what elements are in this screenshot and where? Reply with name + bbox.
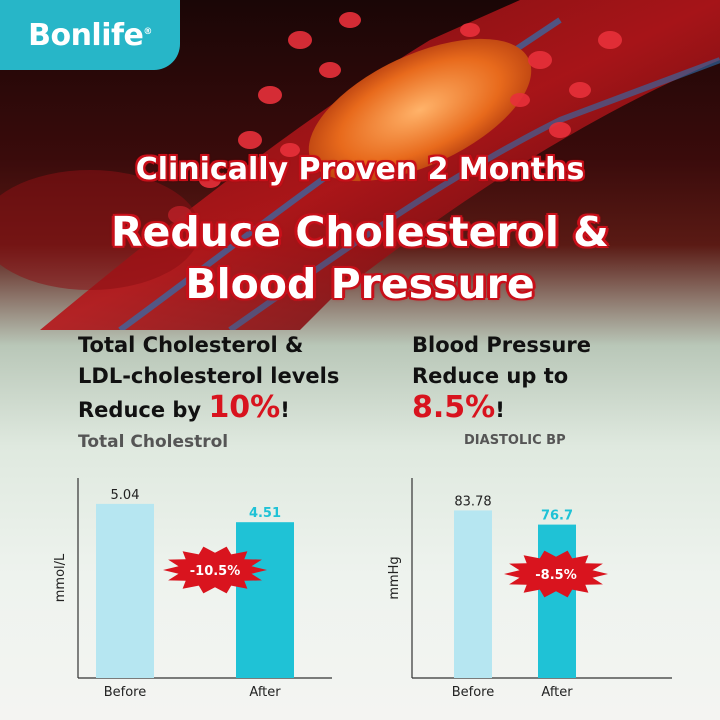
brand-tab: Bonlife® — [0, 0, 180, 70]
bar-before — [96, 503, 154, 678]
right-heading-line2: Reduce up to — [412, 364, 569, 388]
change-percent-label: -10.5% — [190, 564, 241, 579]
x-tick-before: Before — [452, 685, 495, 700]
y-axis-label: mmol/L — [53, 553, 68, 602]
x-tick-before: Before — [104, 685, 147, 700]
right-heading-line3: 8.5%! — [412, 390, 505, 425]
value-label-before: 83.78 — [454, 494, 491, 509]
right-heading-line1: Blood Pressure — [412, 333, 591, 357]
left-chart-title: Total Cholestrol — [78, 432, 229, 452]
left-heading-line1: Total Cholesterol & — [78, 333, 304, 357]
left-heading-line3: Reduce by 10%! — [78, 390, 290, 425]
headline-line3: Blood Pressure — [185, 260, 535, 308]
right-panel-heading: Blood Pressure Reduce up to 8.5%! — [412, 330, 591, 426]
x-tick-after: After — [541, 685, 573, 700]
change-burst — [163, 546, 267, 594]
value-label-after: 4.51 — [249, 506, 281, 521]
left-heading-line2: LDL-cholesterol levels — [78, 364, 340, 388]
cholesterol-bar-chart: mmol/L 5.04 Before 4.51 After -10.5% — [53, 478, 332, 700]
right-highlight-percent: 8.5% — [412, 390, 496, 425]
bar-after — [538, 524, 576, 678]
change-percent-label: -8.5% — [535, 568, 576, 583]
left-panel-heading: Total Cholesterol & LDL-cholesterol leve… — [78, 330, 339, 426]
bar-after — [236, 522, 294, 678]
x-tick-after: After — [249, 685, 281, 700]
headline-line1: Clinically Proven 2 Months — [135, 152, 585, 187]
bar-before — [454, 510, 492, 678]
brand-logo: Bonlife® — [28, 17, 152, 53]
value-label-before: 5.04 — [111, 488, 140, 503]
headline-main: Reduce Cholesterol & Blood Pressure — [0, 206, 720, 310]
headline-line2: Reduce Cholesterol & — [111, 208, 609, 256]
left-highlight-percent: 10% — [208, 390, 281, 425]
change-burst — [504, 550, 608, 598]
value-label-after: 76.7 — [541, 509, 573, 524]
y-axis-label: mmHg — [387, 556, 402, 599]
diastolic-bp-bar-chart: mmHg 83.78 Before 76.7 After -8.5% — [387, 478, 672, 700]
right-chart-title: DIASTOLIC BP — [464, 433, 566, 448]
artery-background-illustration — [0, 0, 720, 330]
